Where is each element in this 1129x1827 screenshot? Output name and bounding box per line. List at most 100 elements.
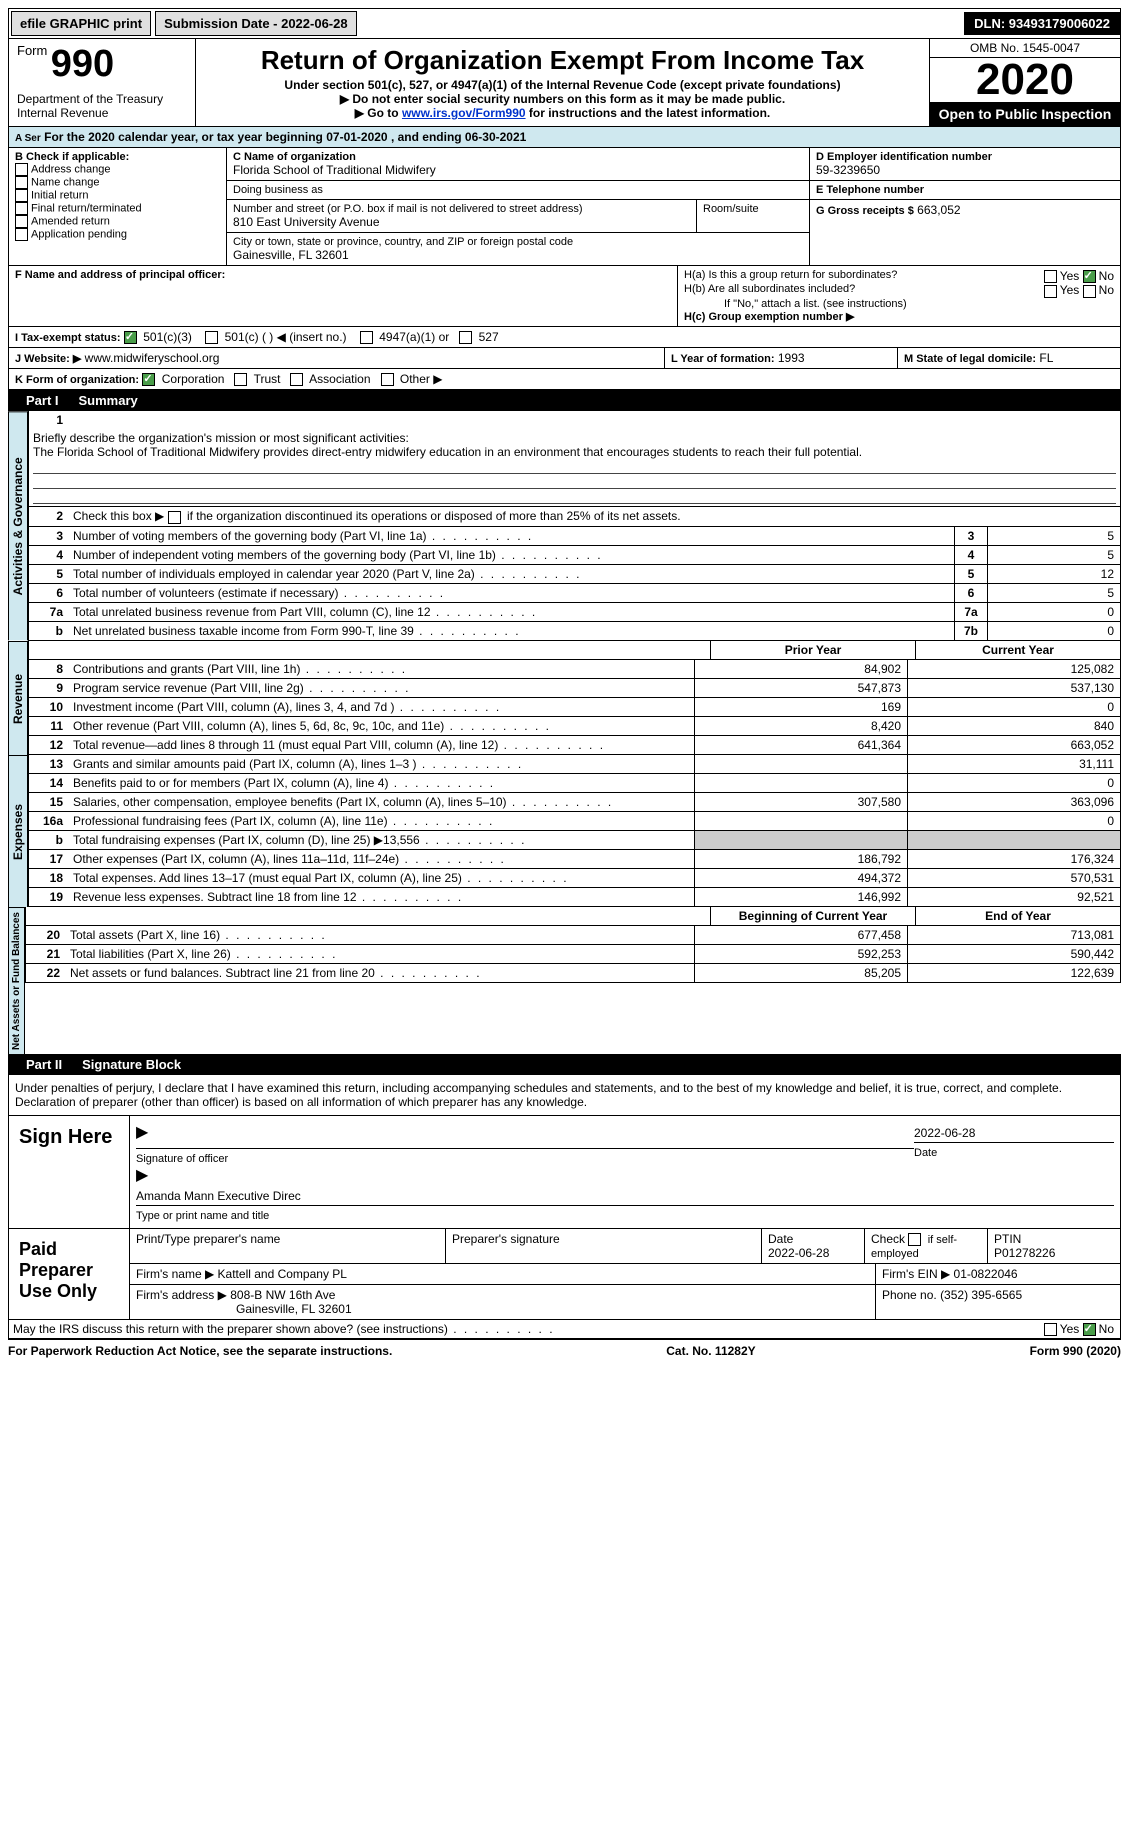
prior-val [694,812,907,830]
gross-label: G Gross receipts $ [816,205,914,217]
open-inspection: Open to Public Inspection [930,102,1120,126]
gov-line-5: 5 Total number of individuals employed i… [28,565,1121,584]
hb-note: If "No," attach a list. (see instruction… [684,298,1114,310]
trust-checkbox[interactable] [234,373,247,386]
form-org-label: K Form of organization: [15,374,139,386]
section-fh: F Name and address of principal officer:… [8,266,1121,327]
line2-checkbox[interactable] [168,511,181,524]
opt-amended: Amended return [31,215,110,227]
line-no: 13 [29,755,69,773]
4947-checkbox[interactable] [360,331,373,344]
ha-yes-checkbox[interactable] [1044,270,1057,283]
footer-mid: Cat. No. 11282Y [666,1344,755,1358]
checkbox-final-return[interactable] [15,202,28,215]
efile-print-button[interactable]: efile GRAPHIC print [11,11,151,36]
section-b: B Check if applicable: Address change Na… [9,148,227,265]
form-header: Form 990 Department of the Treasury Inte… [8,39,1121,127]
phone-label: E Telephone number [816,184,1114,196]
line-14: 14 Benefits paid to or for members (Part… [28,774,1121,793]
revenue-section: Revenue Prior Year Current Year 8 Contri… [8,641,1121,755]
officer-name-label: Type or print name and title [136,1210,1114,1222]
website-label: J Website: ▶ [15,353,81,365]
discuss-no-checkbox[interactable] [1083,1323,1096,1336]
opt-corp: Corporation [162,372,225,386]
prior-val: 8,420 [694,717,907,735]
assoc-checkbox[interactable] [290,373,303,386]
checkbox-amended[interactable] [15,215,28,228]
cur-val: 840 [907,717,1120,735]
line-desc: Investment income (Part VIII, column (A)… [69,698,694,716]
col-spacer [29,641,710,659]
line-val: 0 [987,603,1120,621]
section-c: C Name of organization Florida School of… [227,148,810,265]
other-checkbox[interactable] [381,373,394,386]
line-no: 16a [29,812,69,830]
opt-trust: Trust [254,372,281,386]
line-desc: Total assets (Part X, line 16) [66,926,694,944]
cur-val: 363,096 [907,793,1120,811]
line-no: 3 [29,527,69,545]
gov-line-4: 4 Number of independent voting members o… [28,546,1121,565]
self-employed-checkbox[interactable] [908,1233,921,1246]
officer-name: Amanda Mann Executive Direc [136,1189,1114,1206]
prior-val: 547,873 [694,679,907,697]
officer-value [15,281,671,321]
ha-no: No [1099,269,1114,283]
ha-no-checkbox[interactable] [1083,270,1096,283]
hb-no-checkbox[interactable] [1083,285,1096,298]
irs-link[interactable]: www.irs.gov/Form990 [402,106,526,120]
line-desc: Total unrelated business revenue from Pa… [69,603,954,621]
line-18: 18 Total expenses. Add lines 13–17 (must… [28,869,1121,888]
subtitle-2: ▶ Do not enter social security numbers o… [200,92,925,106]
form-number: 990 [51,43,114,86]
527-checkbox[interactable] [459,331,472,344]
prior-val: 169 [694,698,907,716]
line-desc: Number of voting members of the governin… [69,527,954,545]
line-20: 20 Total assets (Part X, line 16) 677,45… [25,926,1121,945]
hb-label: H(b) Are all subordinates included? [684,283,855,297]
form-label: Form [17,43,47,58]
discuss-yes-checkbox[interactable] [1044,1323,1057,1336]
corp-checkbox[interactable] [142,373,155,386]
501c-checkbox[interactable] [205,331,218,344]
top-bar: efile GRAPHIC print Submission Date - 20… [8,8,1121,39]
expenses-section: Expenses 13 Grants and similar amounts p… [8,755,1121,907]
footer-left: For Paperwork Reduction Act Notice, see … [8,1344,392,1358]
hb-no: No [1099,283,1114,297]
checkbox-application-pending[interactable] [15,228,28,241]
line-no: b [29,831,69,849]
form-title: Return of Organization Exempt From Incom… [200,45,925,76]
firm-name: Kattell and Company PL [218,1267,347,1281]
opt-address-change: Address change [31,163,111,175]
city-value: Gainesville, FL 32601 [233,248,803,262]
subtitle-3: ▶ Go to www.irs.gov/Form990 for instruct… [200,106,925,120]
prep-check-label: Check [871,1232,905,1246]
opt-final-return: Final return/terminated [31,202,142,214]
line2-suffix: if the organization discontinued its ope… [184,509,681,523]
subtitle-1: Under section 501(c), 527, or 4947(a)(1)… [200,78,925,92]
ein-label: D Employer identification number [816,151,1114,163]
line-desc: Total number of volunteers (estimate if … [69,584,954,602]
preparer-label: Paid Preparer Use Only [9,1229,130,1319]
sign-here-label: Sign Here [9,1116,130,1228]
line-desc: Other expenses (Part IX, column (A), lin… [69,850,694,868]
line-no: 20 [26,926,66,944]
hb-yes-checkbox[interactable] [1044,285,1057,298]
page-footer: For Paperwork Reduction Act Notice, see … [8,1340,1121,1362]
section-k: K Form of organization: Corporation Trus… [8,369,1121,390]
prior-val: 146,992 [694,888,907,906]
prior-val: 84,902 [694,660,907,678]
501c3-checkbox[interactable] [124,331,137,344]
part2-label: Part II [16,1057,72,1072]
line-desc: Revenue less expenses. Subtract line 18 … [69,888,694,906]
period-line: A Ser For the 2020 calendar year, or tax… [8,127,1121,148]
sig-date: 2022-06-28 [914,1126,1114,1143]
omb-column: OMB No. 1545-0047 2020 Open to Public In… [929,39,1120,126]
line-no: 21 [26,945,66,963]
governance-section: Activities & Governance 1 Briefly descri… [8,411,1121,640]
checkbox-name-change[interactable] [15,176,28,189]
cur-val: 31,111 [907,755,1120,773]
checkbox-initial-return[interactable] [15,189,28,202]
addr-label: Number and street (or P.O. box if mail i… [233,203,690,215]
checkbox-address-change[interactable] [15,163,28,176]
